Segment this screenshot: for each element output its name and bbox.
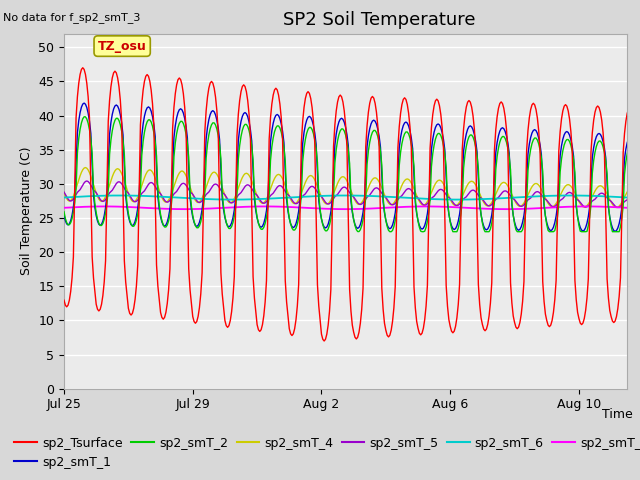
Text: Time: Time <box>602 408 633 421</box>
Text: No data for f_sp2_smT_3: No data for f_sp2_smT_3 <box>3 12 141 23</box>
Legend: sp2_Tsurface, sp2_smT_1, sp2_smT_2, sp2_smT_4, sp2_smT_5, sp2_smT_6, sp2_smT_7: sp2_Tsurface, sp2_smT_1, sp2_smT_2, sp2_… <box>10 432 640 474</box>
Y-axis label: Soil Temperature (C): Soil Temperature (C) <box>20 147 33 276</box>
Title: SP2 Soil Temperature: SP2 Soil Temperature <box>283 11 476 29</box>
Text: TZ_osu: TZ_osu <box>98 39 147 53</box>
